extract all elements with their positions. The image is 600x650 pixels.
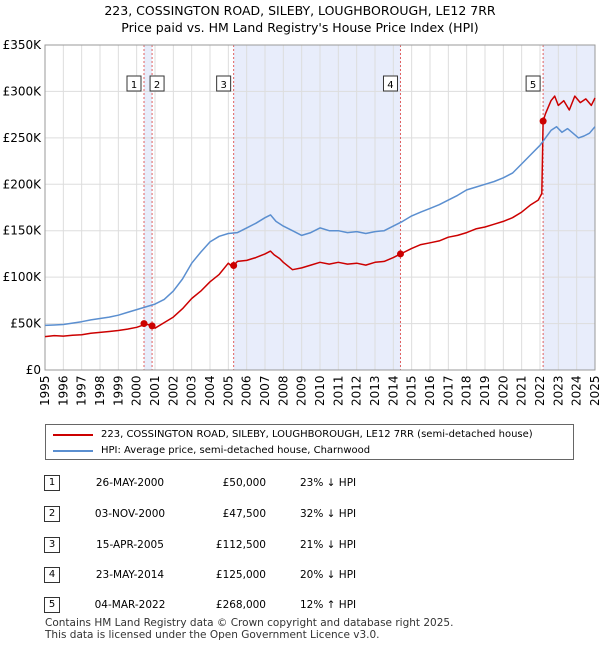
x-tick-label: 2012 xyxy=(350,375,364,406)
transaction-date: 23-MAY-2014 xyxy=(95,569,165,581)
table-row: 1 26-MAY-2000 £50,000 23% ↓ HPI xyxy=(0,475,600,493)
series-line-hpi xyxy=(44,125,596,327)
x-tick-label: 1998 xyxy=(93,375,107,406)
footer: Contains HM Land Registry data © Crown c… xyxy=(45,617,453,641)
table-row: 3 15-APR-2005 £112,500 21% ↓ HPI xyxy=(0,537,600,555)
sale-point xyxy=(396,250,404,258)
y-tick-label: £350K xyxy=(3,38,43,52)
sale-number-label: 5 xyxy=(530,80,536,91)
x-tick-label: 2020 xyxy=(496,375,510,406)
transaction-number: 3 xyxy=(44,537,60,553)
x-tick-label: 2010 xyxy=(313,375,327,406)
sale-point xyxy=(539,117,547,125)
transaction-date: 03-NOV-2000 xyxy=(94,508,166,520)
x-tick-label: 2021 xyxy=(515,375,529,406)
x-tick-label: 2024 xyxy=(570,375,584,406)
transaction-hpi-diff: 32% ↓ HPI xyxy=(300,508,357,520)
x-tick-label: 2014 xyxy=(386,375,400,406)
x-tick-label: 1999 xyxy=(111,375,125,406)
x-tick-label: 2015 xyxy=(405,375,419,406)
shaded-period xyxy=(233,45,401,370)
x-tick-label: 2011 xyxy=(331,375,345,406)
transaction-number: 1 xyxy=(44,475,60,491)
sale-point xyxy=(140,320,148,328)
sale-number-label: 3 xyxy=(220,80,226,91)
shaded-period xyxy=(144,45,153,370)
legend-label-hpi: HPI: Average price, semi-detached house,… xyxy=(101,445,371,456)
x-tick-label: 2004 xyxy=(203,375,217,406)
table-row: 2 03-NOV-2000 £47,500 32% ↓ HPI xyxy=(0,506,600,524)
x-tick-label: 1995 xyxy=(38,375,52,406)
footer-licence: This data is licensed under the Open Gov… xyxy=(45,629,380,641)
chart-title: 223, COSSINGTON ROAD, SILEBY, LOUGHBOROU… xyxy=(104,3,496,18)
x-tick-label: 2002 xyxy=(166,375,180,406)
transaction-number: 5 xyxy=(44,597,60,613)
y-tick-label: £250K xyxy=(3,131,43,145)
legend-swatch-hpi xyxy=(53,450,93,452)
x-tick-label: 2008 xyxy=(276,375,290,406)
sale-number-box xyxy=(382,75,398,92)
price-chart: 1 2 3 4 5 £0 £50K £100K £150K £200K £250K £300K £350… xyxy=(3,38,600,406)
x-tick-label: 2023 xyxy=(551,375,565,406)
y-tick-label: £300K xyxy=(3,84,43,98)
transaction-price: £125,000 xyxy=(215,569,266,581)
transaction-price: £47,500 xyxy=(222,508,266,520)
shaded-period xyxy=(543,45,595,370)
transaction-price: £268,000 xyxy=(215,599,266,611)
plot-frame xyxy=(44,44,596,371)
transaction-number: 4 xyxy=(44,567,60,583)
y-tick-label: £50K xyxy=(10,317,42,331)
transaction-price: £112,500 xyxy=(215,539,266,551)
y-tick-label: £200K xyxy=(3,177,43,191)
sale-number-box xyxy=(126,75,142,92)
sale-number-box xyxy=(525,75,541,92)
x-tick-label: 2016 xyxy=(423,375,437,406)
legend-label-property: 223, COSSINGTON ROAD, SILEBY, LOUGHBOROU… xyxy=(101,429,533,440)
transaction-hpi-diff: 21% ↓ HPI xyxy=(300,539,357,551)
sale-number-box xyxy=(149,75,165,92)
sale-number-label: 2 xyxy=(154,80,160,91)
x-tick-label: 2006 xyxy=(240,375,254,406)
x-tick-label: 2009 xyxy=(295,375,309,406)
x-tick-label: 2001 xyxy=(148,375,162,406)
y-tick-label: £0 xyxy=(26,363,41,377)
x-tick-label: 2013 xyxy=(368,375,382,406)
x-tick-label: 2003 xyxy=(185,375,199,406)
sale-number-label: 1 xyxy=(131,80,137,91)
transaction-number: 2 xyxy=(44,506,60,522)
x-tick-label: 2019 xyxy=(478,375,492,406)
legend: 223, COSSINGTON ROAD, SILEBY, LOUGHBOROU… xyxy=(45,424,574,460)
transaction-hpi-diff: 23% ↓ HPI xyxy=(300,477,357,489)
x-tick-label: 2018 xyxy=(460,375,474,406)
x-tick-label: 2025 xyxy=(588,375,600,406)
sale-number-label: 4 xyxy=(387,80,393,91)
sale-point xyxy=(230,262,238,270)
x-tick-label: 1996 xyxy=(56,375,70,406)
x-tick-label: 2000 xyxy=(130,375,144,406)
transaction-date: 26-MAY-2000 xyxy=(95,477,165,489)
transaction-hpi-diff: 20% ↓ HPI xyxy=(300,569,357,581)
sale-point xyxy=(148,322,156,330)
transaction-date: 15-APR-2005 xyxy=(96,539,164,551)
x-tick-label: 2005 xyxy=(221,375,235,406)
chart-subtitle: Price paid vs. HM Land Registry's House … xyxy=(121,20,479,35)
transaction-hpi-diff: 12% ↑ HPI xyxy=(300,599,357,611)
x-tick-label: 2017 xyxy=(441,375,455,406)
legend-swatch-property xyxy=(53,434,93,436)
y-tick-label: £150K xyxy=(3,224,43,238)
x-tick-label: 2007 xyxy=(258,375,272,406)
transaction-price: £50,000 xyxy=(222,477,266,489)
x-tick-label: 2022 xyxy=(533,375,547,406)
transaction-date: 04-MAR-2022 xyxy=(94,599,166,611)
x-tick-label: 1997 xyxy=(75,375,89,406)
table-row: 5 04-MAR-2022 £268,000 12% ↑ HPI xyxy=(0,597,600,615)
table-row: 4 23-MAY-2014 £125,000 20% ↓ HPI xyxy=(0,567,600,585)
footer-copyright: Contains HM Land Registry data © Crown c… xyxy=(45,617,454,629)
sale-number-box xyxy=(216,75,232,92)
y-tick-label: £100K xyxy=(3,270,43,284)
